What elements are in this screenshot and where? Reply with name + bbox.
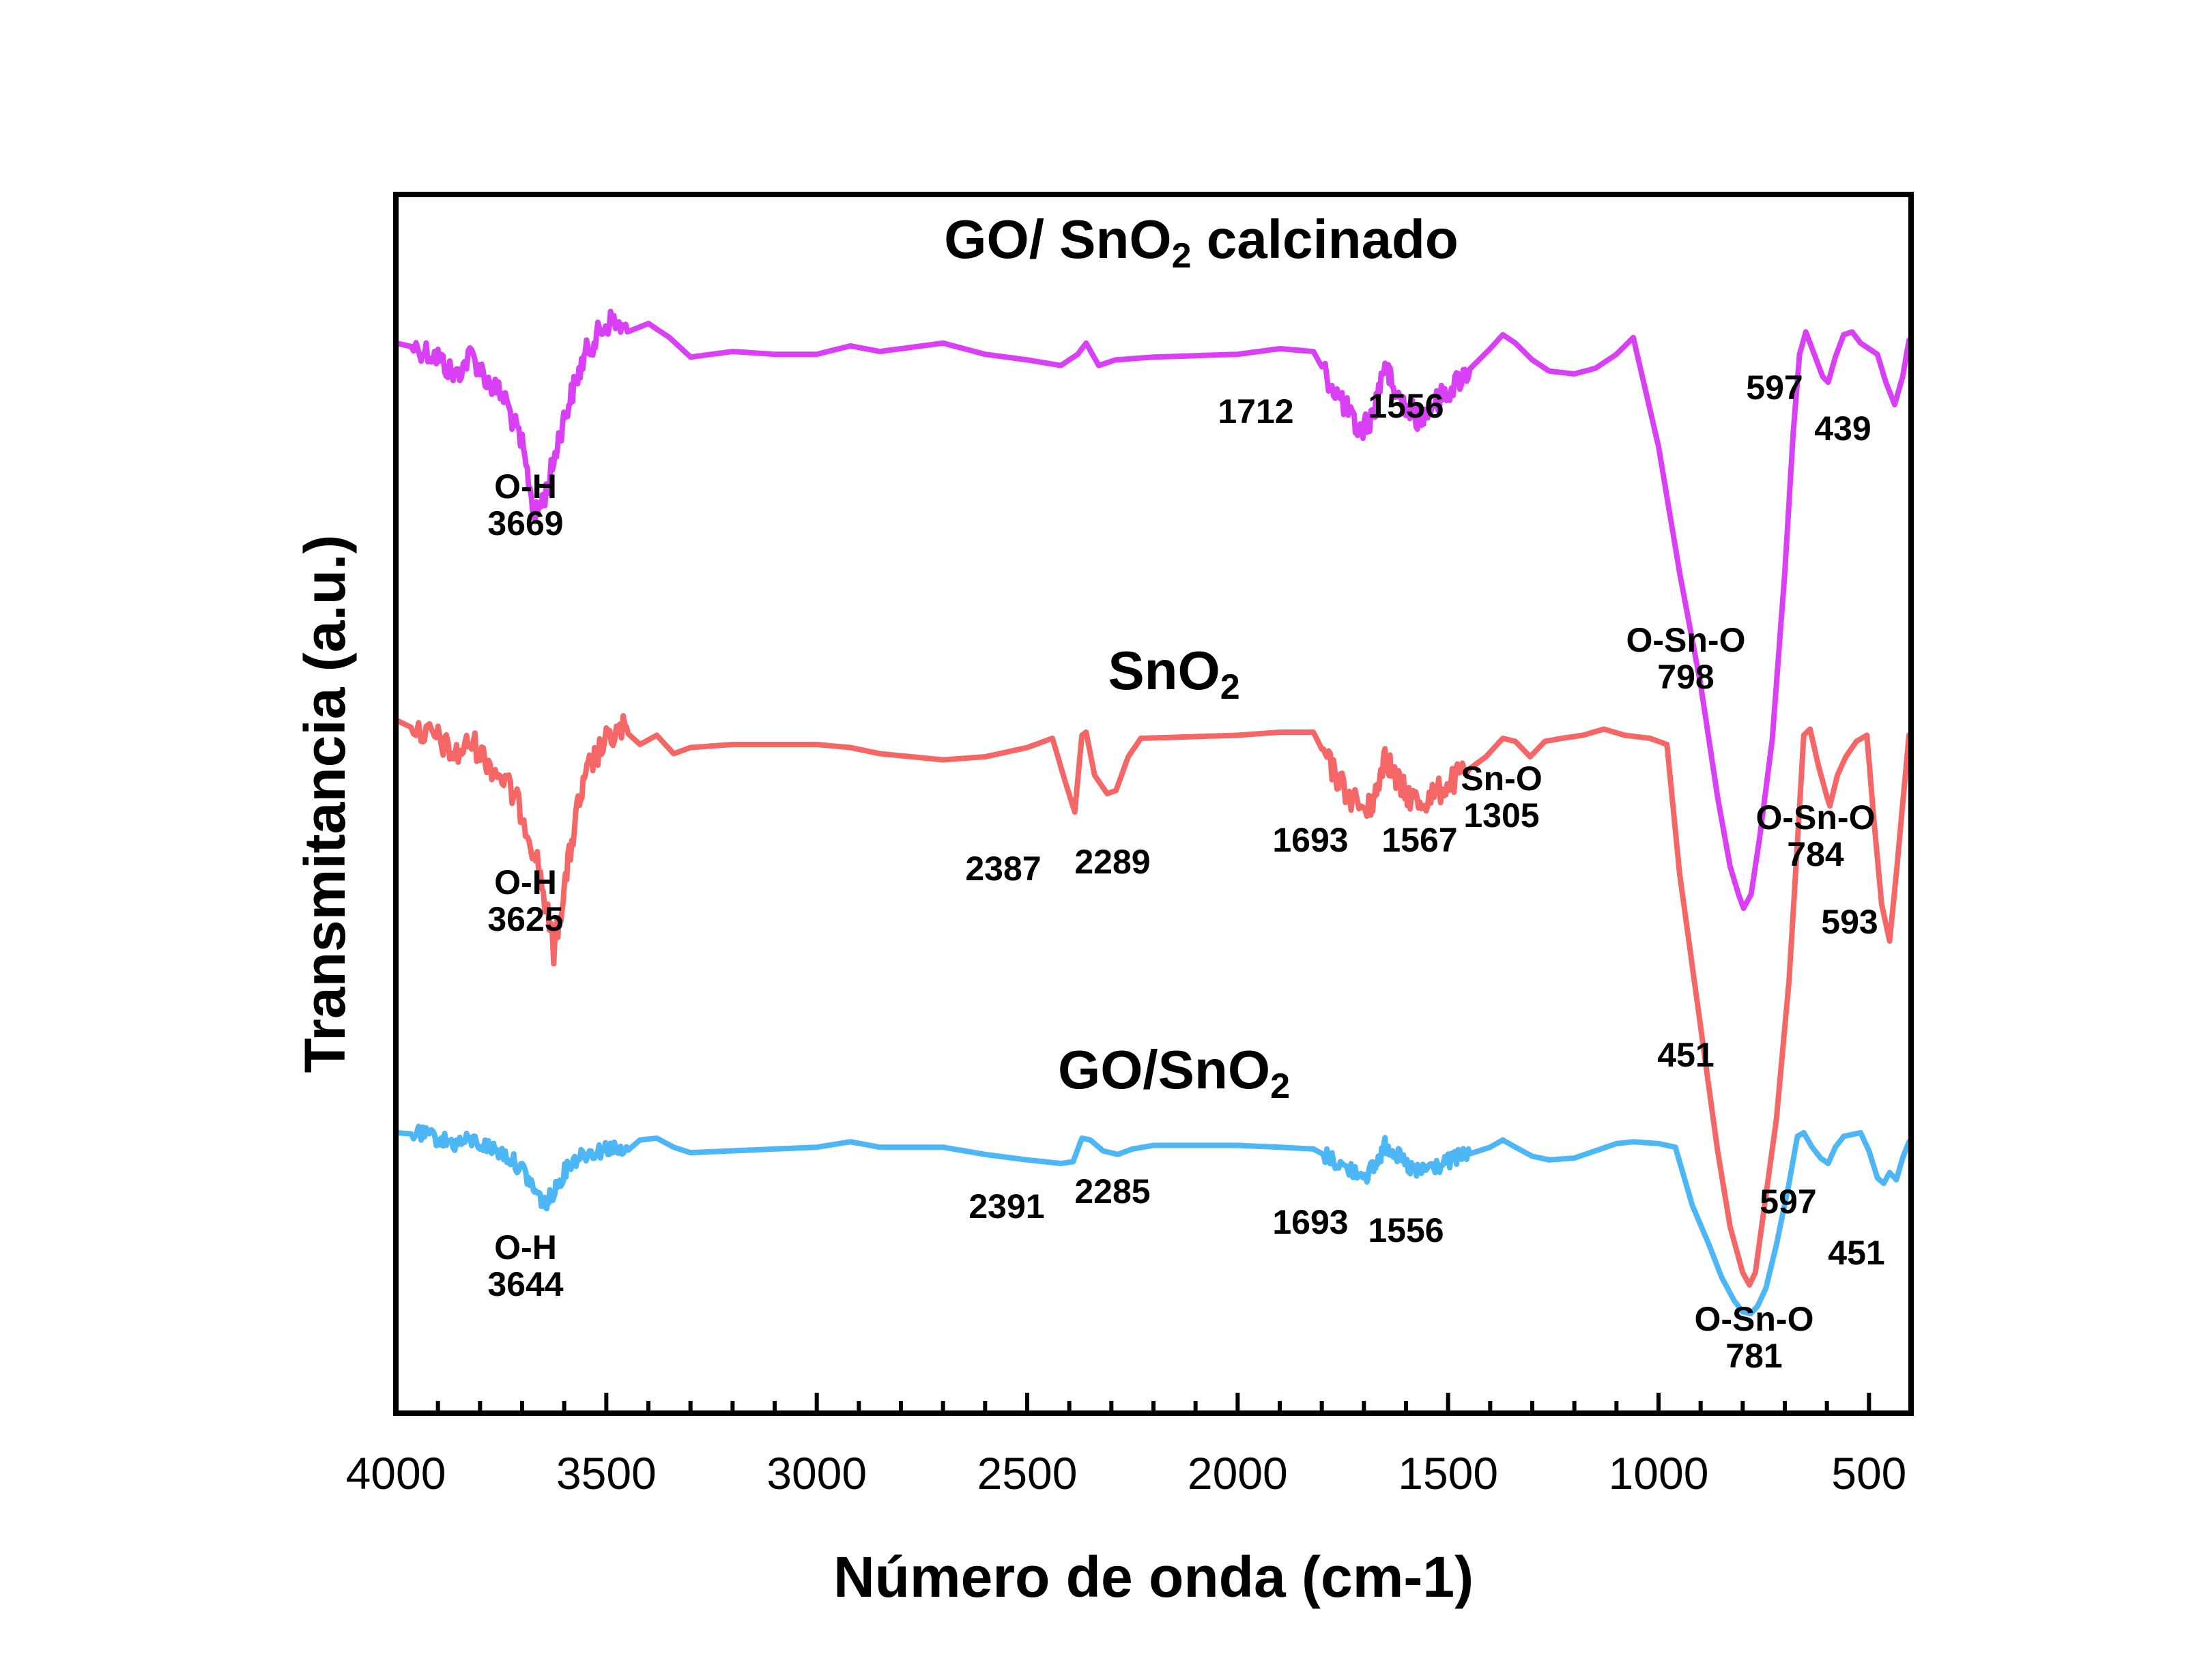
x-tick-label: 1000 (1609, 1448, 1709, 1498)
peak-label: Sn-O 1305 (1461, 759, 1542, 835)
spectrum-line (393, 308, 1912, 911)
peak-label: 2387 (965, 850, 1041, 888)
series-titles: GO/ SnO2 calcinado SnO2 GO/SnO2 (944, 209, 1459, 1106)
peak-label: 1567 (1381, 821, 1457, 859)
peak-label: 439 (1814, 409, 1871, 448)
peak-label: O-Sn-O 784 (1756, 798, 1876, 873)
peak-label: O-H 3669 (487, 467, 563, 542)
axes-layer (393, 192, 1914, 1416)
x-ticks: 4000 3500 3000 2500 2000 1500 1000 500 (346, 1393, 1906, 1498)
x-tick-label: 3000 (766, 1448, 867, 1498)
peak-label: O-H 3644 (487, 1228, 563, 1303)
x-tick-label: 500 (1831, 1448, 1906, 1498)
series-title: GO/ SnO2 calcinado (944, 209, 1459, 276)
peak-label: 1556 (1368, 1211, 1444, 1249)
peak-label: 451 (1828, 1234, 1884, 1272)
series-layer (393, 308, 1912, 1316)
peak-label: 451 (1657, 1036, 1714, 1074)
x-tick-label: 2000 (1188, 1448, 1288, 1498)
peak-label: 1556 (1368, 387, 1444, 425)
peak-label: 597 (1746, 368, 1803, 407)
y-axis-title: Transmitancia (a.u.) (293, 535, 357, 1073)
x-axis-title: Número de onda (cm-1) (833, 1545, 1474, 1609)
plot-frame (393, 192, 1914, 1416)
peak-label: 2289 (1074, 843, 1150, 881)
peak-label: 1693 (1272, 1203, 1348, 1241)
x-tick-label: 2500 (977, 1448, 1078, 1498)
peak-label: 597 (1760, 1183, 1816, 1221)
peak-label: O-Sn-O 781 (1695, 1300, 1814, 1375)
peak-label: 1693 (1272, 821, 1348, 859)
spectrum-line (393, 712, 1912, 1288)
peak-annotations: O-H 3669 1712 1556 O-Sn-O 798 597 439 O-H 3625 238… (487, 368, 1884, 1375)
peak-label: O-Sn-O 798 (1626, 621, 1746, 696)
peak-label: 2285 (1074, 1172, 1150, 1211)
peak-label: 1712 (1218, 392, 1293, 431)
peak-label: 2391 (969, 1187, 1044, 1226)
peak-label: O-H 3625 (487, 863, 563, 938)
peak-label: 593 (1821, 903, 1878, 941)
spectrum-line (393, 1123, 1912, 1316)
series-title: SnO2 (1108, 640, 1239, 707)
series-title: GO/SnO2 (1058, 1039, 1290, 1106)
x-tick-label: 4000 (346, 1448, 446, 1498)
x-tick-label: 1500 (1398, 1448, 1498, 1498)
x-tick-label: 3500 (556, 1448, 657, 1498)
